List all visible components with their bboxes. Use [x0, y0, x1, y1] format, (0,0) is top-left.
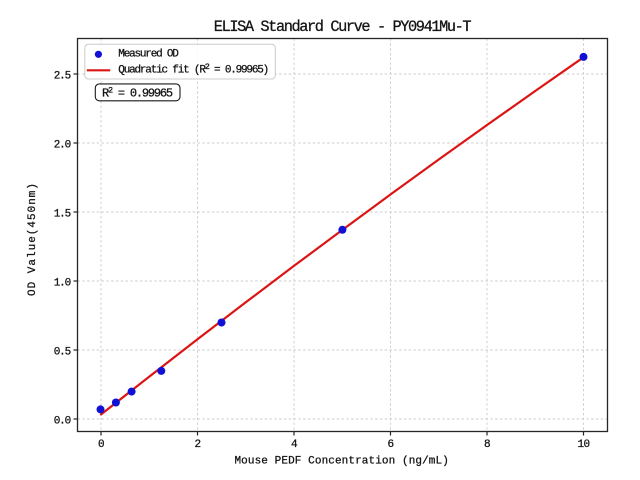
svg-text:0.0: 0.0 — [54, 416, 71, 428]
svg-text:0.5: 0.5 — [54, 347, 71, 359]
svg-text:4: 4 — [291, 439, 298, 451]
svg-text:2: 2 — [194, 439, 200, 451]
svg-text:2.0: 2.0 — [54, 140, 71, 152]
svg-text:6: 6 — [387, 439, 393, 451]
svg-text:Measured OD: Measured OD — [118, 49, 179, 61]
svg-text:OD Value(450nm): OD Value(450nm) — [27, 182, 39, 296]
svg-text:0: 0 — [98, 439, 104, 451]
svg-text:1.0: 1.0 — [54, 278, 71, 290]
svg-text:ELISA Standard Curve - PY0941M: ELISA Standard Curve - PY0941Mu-T — [214, 18, 472, 36]
svg-text:Quadratic fit (R2 = 0.99965): Quadratic fit (R2 = 0.99965) — [118, 62, 268, 77]
svg-text:R2 = 0.99965: R2 = 0.99965 — [102, 86, 173, 101]
svg-text:2.5: 2.5 — [54, 71, 71, 83]
svg-text:10: 10 — [577, 439, 589, 451]
svg-text:Mouse PEDF Concentration (ng/m: Mouse PEDF Concentration (ng/mL) — [234, 456, 448, 468]
svg-text:1.5: 1.5 — [54, 209, 71, 221]
svg-text:8: 8 — [484, 439, 490, 451]
